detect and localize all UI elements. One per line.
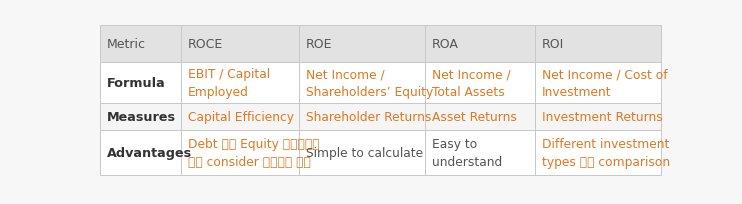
Text: Formula: Formula xyxy=(107,77,165,90)
Bar xyxy=(181,63,299,104)
Bar xyxy=(425,131,535,175)
Bar xyxy=(99,63,181,104)
Text: Different investment
types का comparison: Different investment types का comparison xyxy=(542,137,669,168)
Bar xyxy=(299,131,425,175)
Text: Asset Returns: Asset Returns xyxy=(432,111,517,124)
Text: Shareholder Returns: Shareholder Returns xyxy=(306,111,431,124)
Bar xyxy=(425,26,535,63)
Bar xyxy=(535,104,661,131)
Text: Metric: Metric xyxy=(107,38,145,51)
Bar xyxy=(99,26,181,63)
Bar xyxy=(425,104,535,131)
Text: Simple to calculate: Simple to calculate xyxy=(306,146,423,159)
Text: EBIT / Capital
Employed: EBIT / Capital Employed xyxy=(188,68,270,99)
Text: Measures: Measures xyxy=(107,111,176,124)
Text: ROCE: ROCE xyxy=(188,38,223,51)
Text: Capital Efficiency: Capital Efficiency xyxy=(188,111,294,124)
Text: Easy to
understand: Easy to understand xyxy=(432,137,502,168)
Bar xyxy=(299,26,425,63)
Bar xyxy=(181,26,299,63)
Bar xyxy=(181,104,299,131)
Text: Net Income /
Shareholders’ Equity: Net Income / Shareholders’ Equity xyxy=(306,68,433,99)
Bar xyxy=(425,63,535,104)
Text: Investment Returns: Investment Returns xyxy=(542,111,663,124)
Bar xyxy=(535,63,661,104)
Text: ROE: ROE xyxy=(306,38,332,51)
Bar xyxy=(535,26,661,63)
Text: Net Income /
Total Assets: Net Income / Total Assets xyxy=(432,68,510,99)
Text: ROI: ROI xyxy=(542,38,564,51)
Text: ROA: ROA xyxy=(432,38,459,51)
Bar xyxy=(535,131,661,175)
Bar xyxy=(181,131,299,175)
Bar xyxy=(99,131,181,175)
Text: Debt और Equity दोनों
को consider करता है: Debt और Equity दोनों को consider करता है xyxy=(188,137,320,168)
Text: Net Income / Cost of
Investment: Net Income / Cost of Investment xyxy=(542,68,667,99)
Text: Advantages: Advantages xyxy=(107,146,191,159)
Bar xyxy=(99,104,181,131)
Bar xyxy=(299,63,425,104)
Bar xyxy=(299,104,425,131)
